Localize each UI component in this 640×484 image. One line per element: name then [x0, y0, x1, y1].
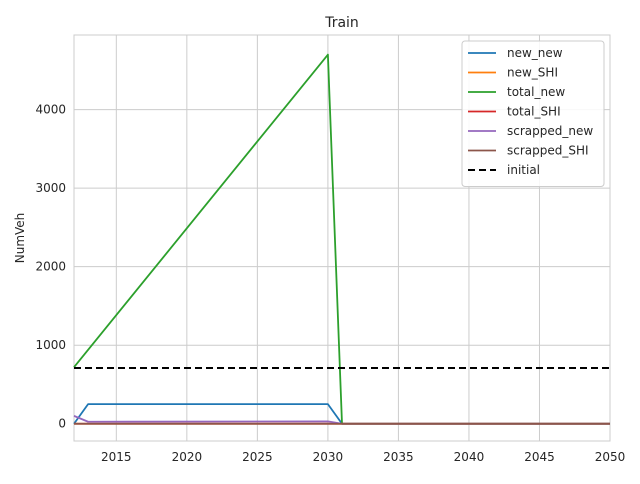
tick-labels: 2015 2020 2025 2030 2035 2040 2045 2050 0 1000 200…: [35, 103, 625, 464]
plot-area-frame: [73, 34, 611, 442]
legend: new_new new_SHI total_new total_SHI scrapped…: [461, 40, 605, 187]
legend-label: new_SHI: [507, 66, 558, 80]
y-tick-label: 0: [58, 417, 66, 431]
y-tick-label: 2000: [35, 260, 66, 274]
legend-label: scrapped_SHI: [507, 144, 589, 158]
legend-box: [461, 40, 605, 187]
x-tick-label: 2030: [313, 450, 344, 464]
y-axis-label: NumVeh: [13, 213, 27, 264]
series-lines: [73, 53, 610, 425]
x-tick-label: 2035: [383, 450, 414, 464]
x-tick-label: 2025: [242, 450, 273, 464]
x-tick-label: 2045: [524, 450, 555, 464]
legend-label: total_new: [507, 85, 565, 99]
legend-label: total_SHI: [507, 105, 561, 119]
legend-label: scrapped_new: [507, 124, 593, 138]
chart-title: Train: [324, 15, 359, 31]
legend-label: initial: [507, 163, 540, 177]
x-tick-label: 2040: [454, 450, 485, 464]
y-tick-label: 3000: [35, 181, 66, 195]
x-tick-label: 2015: [101, 450, 132, 464]
legend-label: new_new: [507, 46, 563, 60]
x-tick-label: 2050: [595, 450, 626, 464]
y-tick-label: 4000: [35, 103, 66, 117]
x-tick-label: 2020: [172, 450, 203, 464]
y-tick-label: 1000: [35, 338, 66, 352]
